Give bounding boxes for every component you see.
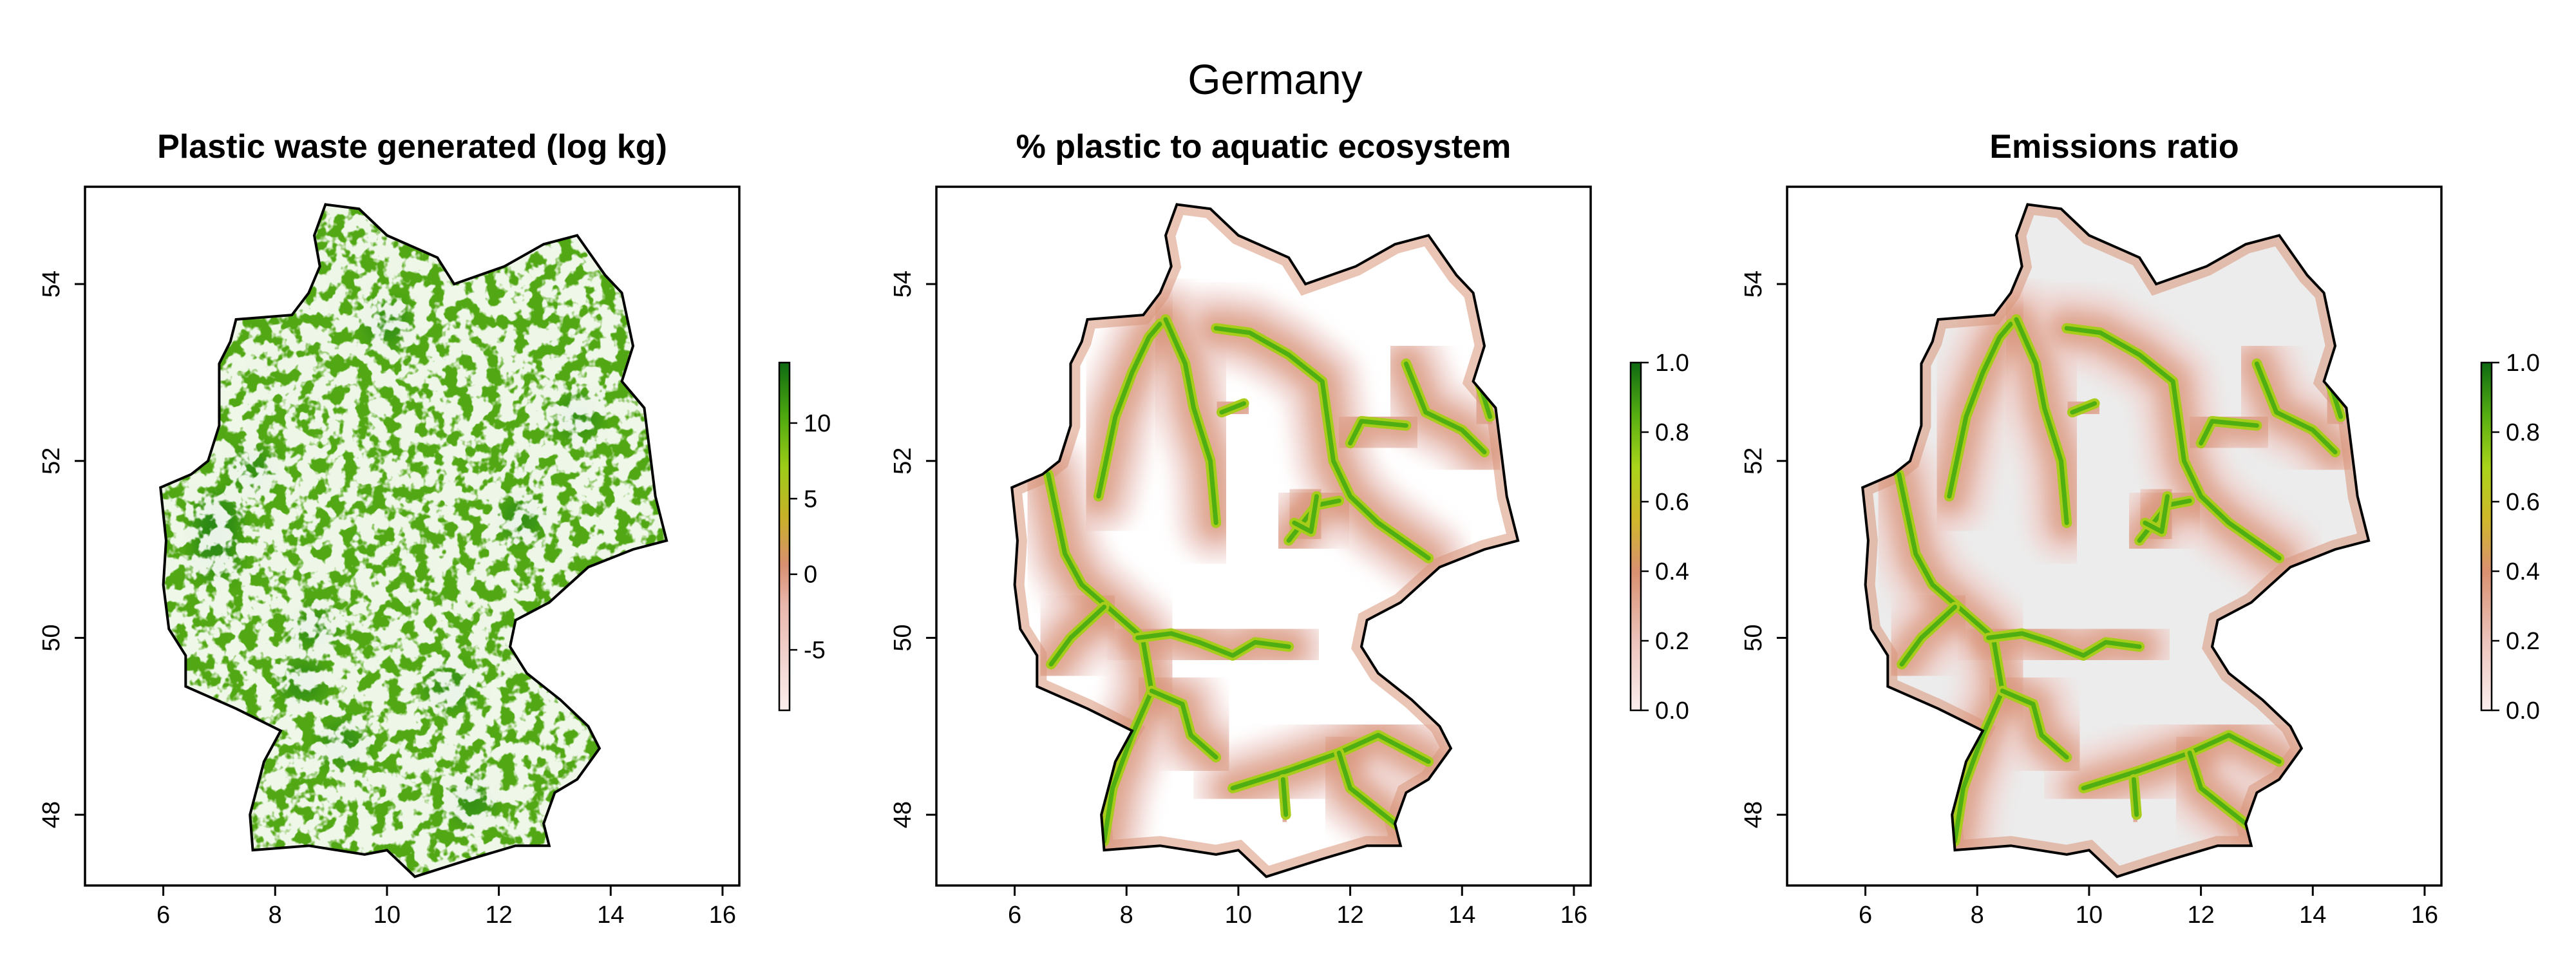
legend-tick-label: 0.4 bbox=[1655, 558, 1689, 585]
legend-tick-label: 0.2 bbox=[2506, 628, 2540, 655]
river-line bbox=[2070, 401, 2098, 415]
map-area bbox=[1010, 203, 1520, 878]
legend-tick-label: 1.0 bbox=[1655, 350, 1689, 377]
legend-tick-label: 0 bbox=[804, 562, 817, 589]
river-line bbox=[2131, 777, 2139, 817]
map-area bbox=[1861, 203, 2371, 878]
river-line bbox=[1213, 326, 1431, 561]
plot-frame bbox=[1786, 185, 2443, 887]
legend-tick-label: 0.4 bbox=[2506, 558, 2540, 585]
x-tick-label: 14 bbox=[2299, 902, 2326, 929]
y-tick-label: 52 bbox=[1740, 448, 1767, 475]
plot-frame bbox=[935, 185, 1592, 887]
legend-colorbar bbox=[778, 361, 791, 712]
legend-tick-label: 0.8 bbox=[1655, 419, 1689, 446]
country-border bbox=[159, 203, 668, 878]
river-line bbox=[1947, 321, 2013, 499]
x-tick-label: 14 bbox=[1448, 902, 1475, 929]
x-tick-label: 6 bbox=[156, 902, 170, 929]
river-line bbox=[1149, 688, 1218, 760]
river-line bbox=[2199, 419, 2259, 446]
x-tick-label: 14 bbox=[597, 902, 624, 929]
panel-title: % plastic to aquatic ecosystem bbox=[1016, 128, 1511, 166]
river-line bbox=[1219, 401, 1247, 415]
color-legend: 1.0 0.8 0.6 0.4 0.2 0.0 bbox=[1629, 350, 1689, 724]
raster-texture bbox=[160, 204, 667, 877]
y-tick-label: 54 bbox=[38, 270, 65, 298]
river-line bbox=[1292, 494, 1319, 535]
y-tick-label: 50 bbox=[38, 624, 65, 651]
y-tick-label: 54 bbox=[889, 270, 916, 298]
river-line bbox=[2014, 317, 2069, 526]
river-line bbox=[1163, 317, 1218, 526]
legend-tick-label: -5 bbox=[804, 637, 826, 664]
legend-tick-label: 0.6 bbox=[2506, 489, 2540, 516]
x-tick-label: 10 bbox=[374, 902, 401, 929]
legend-colorbar bbox=[1629, 361, 1642, 712]
river-line bbox=[2064, 326, 2282, 561]
y-axis: 48 50 52 54 bbox=[889, 270, 936, 828]
river-line bbox=[2143, 494, 2170, 535]
panel-title: Emissions ratio bbox=[1989, 128, 2239, 166]
legend-tick-label: 0.2 bbox=[1655, 628, 1689, 655]
panel-plastic-to-aquatic: % plastic to aquatic ecosystem 6 8 10 12 14 1… bbox=[889, 128, 1689, 929]
x-tick-label: 6 bbox=[1859, 902, 1872, 929]
color-legend: 10 5 0 -5 bbox=[778, 361, 831, 712]
y-tick-label: 54 bbox=[1740, 270, 1767, 298]
x-tick-label: 10 bbox=[1225, 902, 1252, 929]
x-tick-label: 16 bbox=[1560, 902, 1587, 929]
river-line bbox=[2254, 361, 2338, 455]
y-tick-label: 52 bbox=[38, 448, 65, 475]
legend-tick-label: 5 bbox=[804, 486, 817, 513]
river-line bbox=[1280, 777, 1289, 817]
legend-tick-label: 10 bbox=[804, 410, 831, 437]
figure-title: Germany bbox=[1188, 55, 1362, 103]
y-tick-label: 50 bbox=[889, 624, 916, 651]
plot-frame bbox=[84, 185, 741, 887]
x-tick-label: 8 bbox=[269, 902, 282, 929]
y-tick-label: 48 bbox=[38, 801, 65, 828]
y-axis: 48 50 52 54 bbox=[1740, 270, 1787, 828]
x-axis: 6 8 10 12 14 16 bbox=[1008, 886, 1587, 929]
map-area bbox=[159, 203, 668, 878]
x-tick-label: 12 bbox=[1336, 902, 1363, 929]
legend-tick-label: 0.6 bbox=[1655, 489, 1689, 516]
country-border bbox=[1010, 203, 1520, 878]
x-tick-label: 8 bbox=[1120, 902, 1133, 929]
river-line bbox=[1348, 419, 1408, 446]
y-tick-label: 48 bbox=[1740, 801, 1767, 828]
river-line bbox=[1403, 361, 1487, 455]
y-tick-label: 48 bbox=[889, 801, 916, 828]
legend-tick-label: 1.0 bbox=[2506, 350, 2540, 377]
country-border bbox=[1861, 203, 2371, 878]
legend-tick-label: 0.0 bbox=[1655, 697, 1689, 724]
river-line bbox=[1899, 604, 1957, 667]
x-tick-label: 10 bbox=[2076, 902, 2103, 929]
panel-emissions-ratio: Emissions ratio 6 8 10 12 14 16 48 50 52 54 1.0 0… bbox=[1740, 128, 2540, 929]
y-axis: 48 50 52 54 bbox=[38, 270, 85, 828]
river-line bbox=[1135, 631, 1291, 658]
x-tick-label: 16 bbox=[2411, 902, 2438, 929]
river-line bbox=[1048, 604, 1106, 667]
panel-title: Plastic waste generated (log kg) bbox=[157, 128, 667, 166]
legend-colorbar bbox=[2480, 361, 2493, 712]
x-tick-label: 12 bbox=[2187, 902, 2214, 929]
y-tick-label: 50 bbox=[1740, 624, 1767, 651]
x-tick-label: 6 bbox=[1008, 902, 1021, 929]
x-tick-label: 12 bbox=[485, 902, 512, 929]
legend-tick-label: 0.0 bbox=[2506, 697, 2540, 724]
x-tick-label: 16 bbox=[709, 902, 736, 929]
river-line bbox=[1096, 321, 1162, 499]
color-legend: 1.0 0.8 0.6 0.4 0.2 0.0 bbox=[2480, 350, 2540, 724]
x-tick-label: 8 bbox=[1971, 902, 1984, 929]
legend-tick-label: 0.8 bbox=[2506, 419, 2540, 446]
panel-plastic-waste: Plastic waste generated (log kg) 6 8 10 12 1… bbox=[38, 128, 831, 929]
x-axis: 6 8 10 12 14 16 bbox=[156, 886, 736, 929]
river-line bbox=[1986, 631, 2142, 658]
river-line bbox=[2000, 688, 2069, 760]
x-axis: 6 8 10 12 14 16 bbox=[1859, 886, 2438, 929]
y-tick-label: 52 bbox=[889, 448, 916, 475]
